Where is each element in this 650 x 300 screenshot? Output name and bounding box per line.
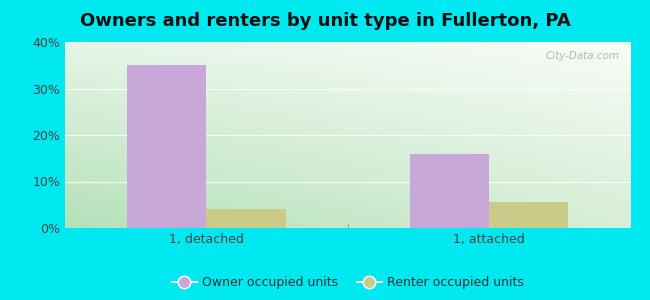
Text: City-Data.com: City-Data.com bbox=[545, 51, 619, 61]
Text: Owners and renters by unit type in Fullerton, PA: Owners and renters by unit type in Fulle… bbox=[79, 12, 571, 30]
Bar bbox=[207, 209, 285, 228]
Legend: Owner occupied units, Renter occupied units: Owner occupied units, Renter occupied un… bbox=[167, 272, 528, 295]
Bar bbox=[489, 202, 568, 228]
Bar bbox=[410, 154, 489, 228]
Bar bbox=[127, 65, 207, 228]
